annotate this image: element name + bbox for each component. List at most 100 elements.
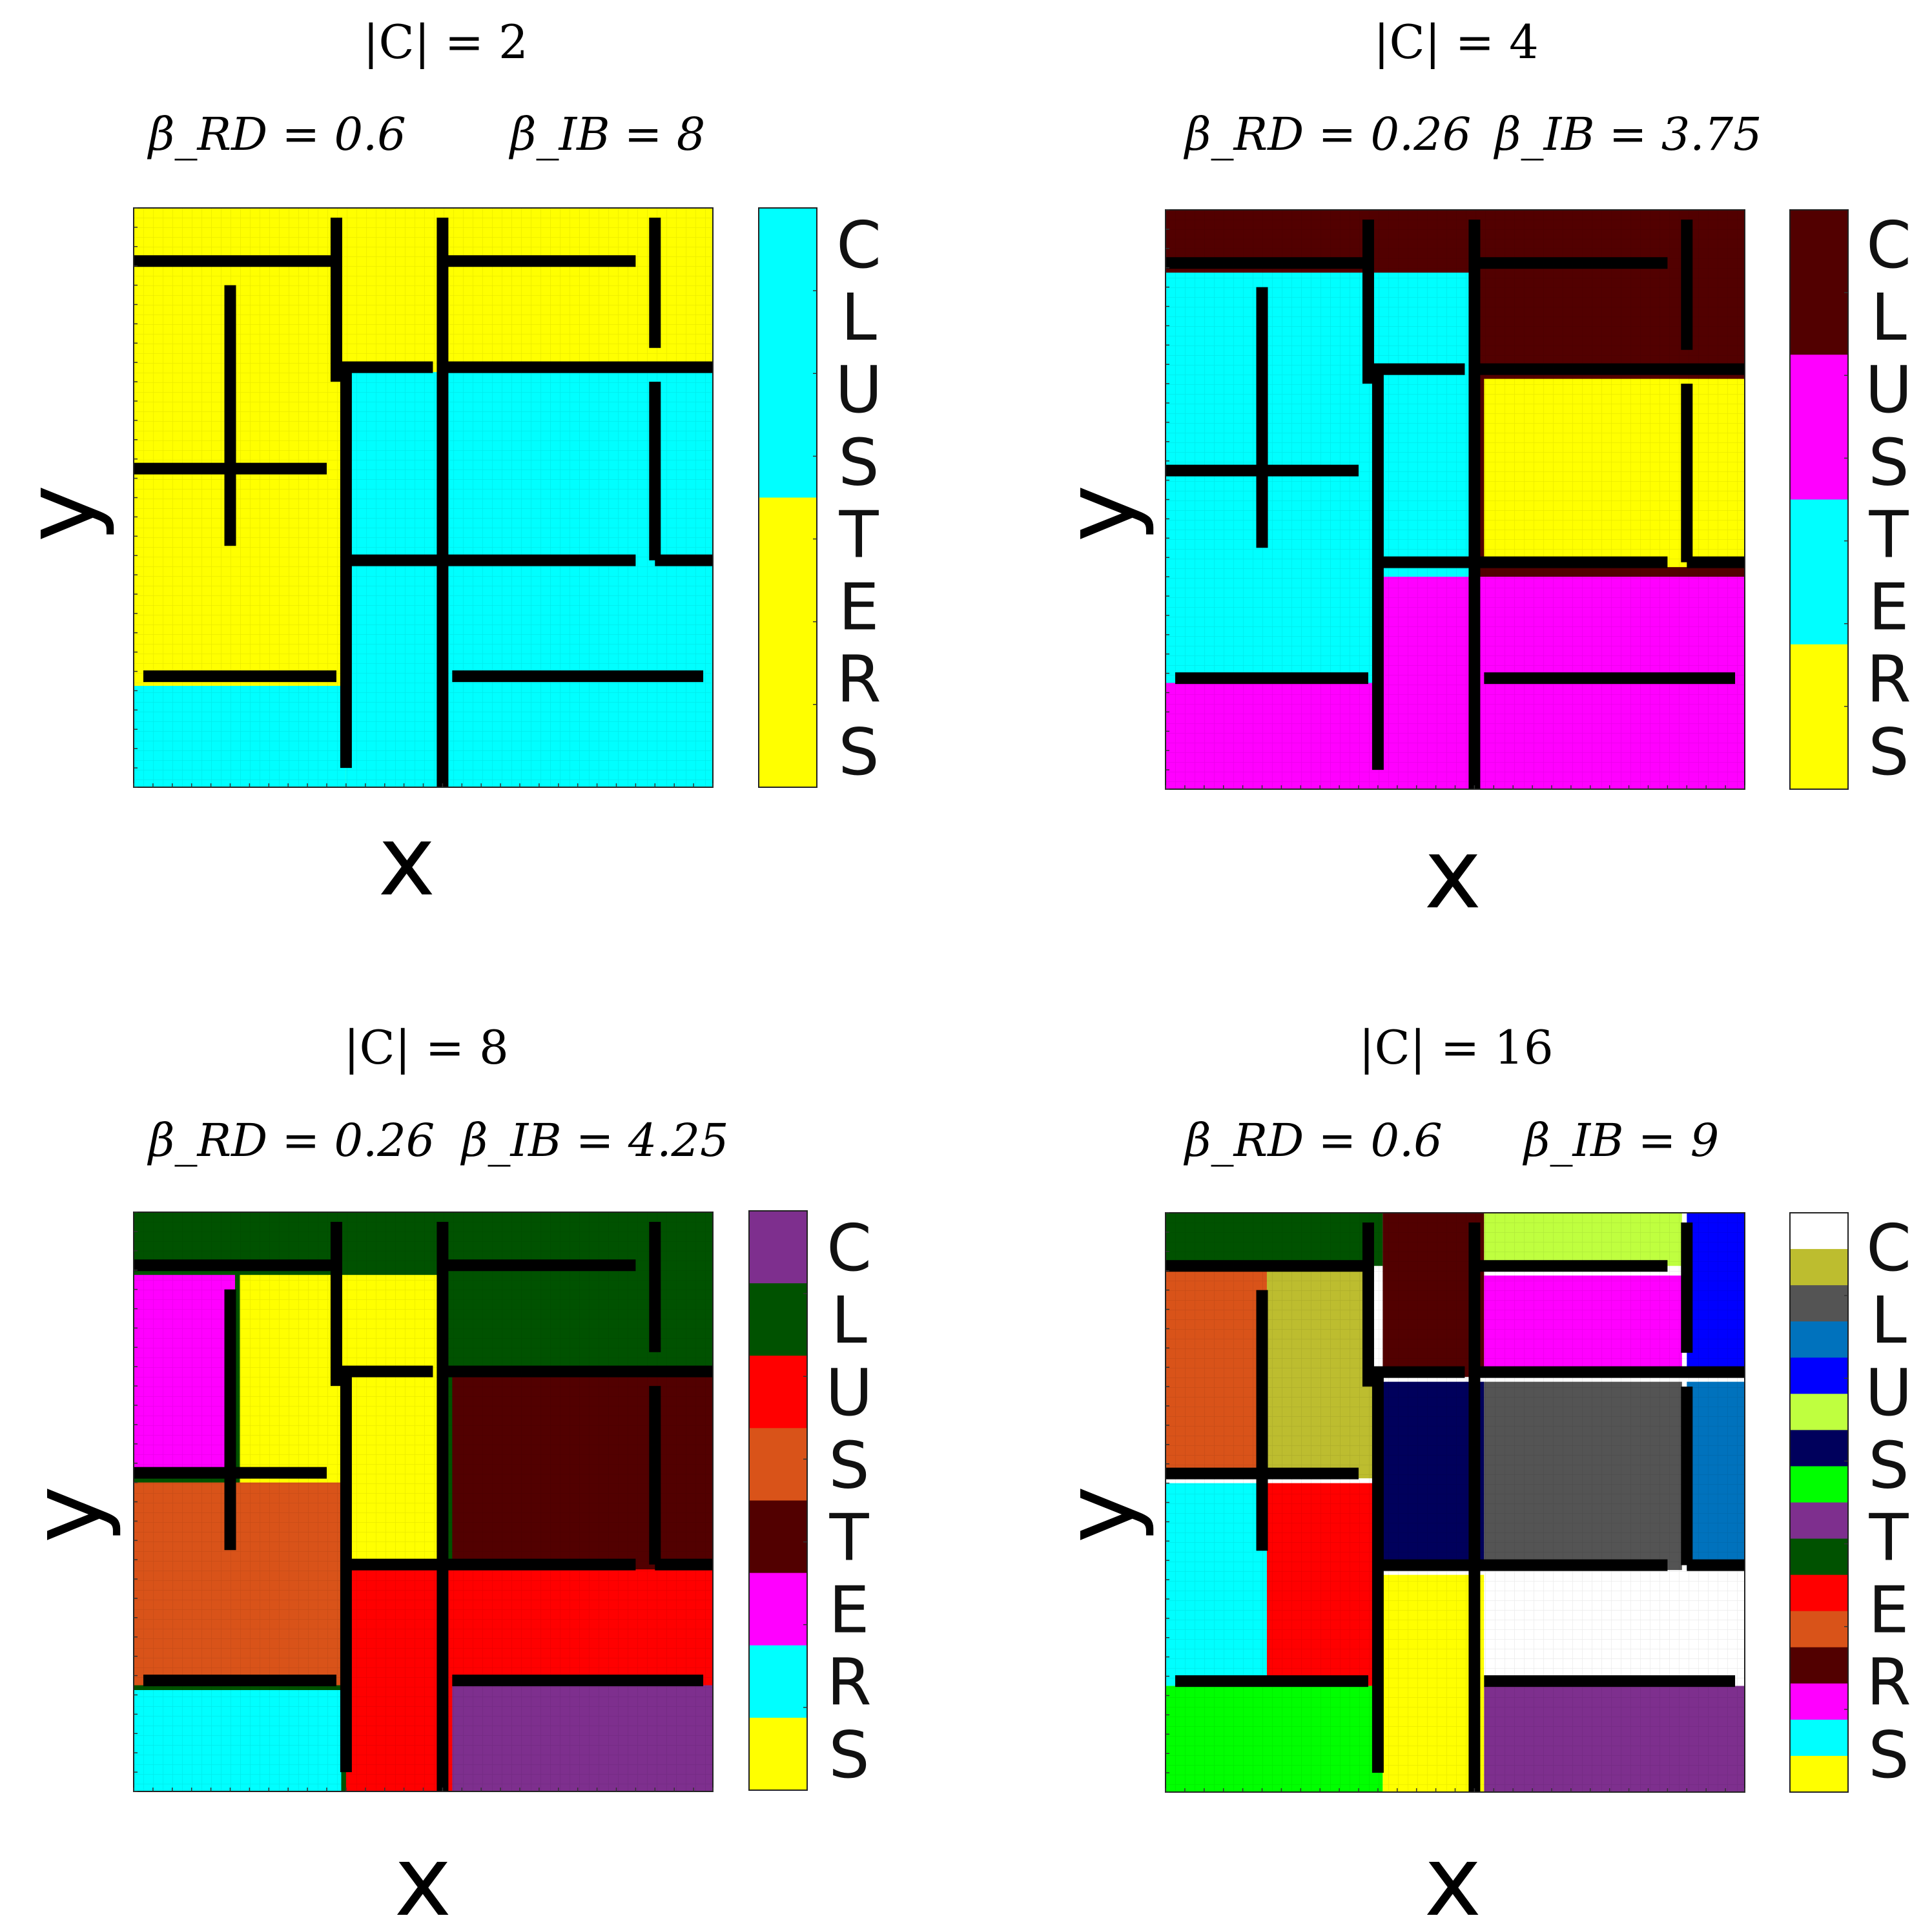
- x-axis-label: x: [378, 805, 436, 918]
- colorbar-swatch: [759, 208, 817, 498]
- colorbar-letter: S: [1868, 424, 1909, 500]
- x-axis-label: x: [1424, 1826, 1482, 1929]
- colorbar-swatch: [1790, 1430, 1848, 1467]
- colorbar-swatch: [1790, 355, 1848, 500]
- colorbar-letter: L: [831, 1283, 867, 1358]
- colorbar-swatch: [1790, 1574, 1848, 1612]
- colorbar-letter: L: [1871, 280, 1907, 355]
- colorbar-letter: T: [828, 1500, 869, 1575]
- colorbar-swatch: [1790, 1213, 1848, 1250]
- colorbar-letter: R: [827, 1645, 871, 1720]
- colorbar-swatch: [1790, 1755, 1848, 1793]
- colorbar-frame: [748, 1210, 808, 1791]
- y-axis-label: y: [1044, 485, 1156, 542]
- cell-grid: [134, 1212, 713, 1791]
- colorbar-frame: [758, 207, 817, 788]
- panel-title: |C| = 8: [344, 1020, 509, 1075]
- beta-rd-label: β_RD = 0.26: [147, 1114, 435, 1167]
- colorbar-letter: S: [828, 1427, 869, 1503]
- colorbar-swatch: [1790, 1683, 1848, 1720]
- colorbar-swatch: [1790, 210, 1848, 355]
- colorbar-swatch: [749, 1211, 807, 1284]
- panel-c8: |C| = 8 β_RD = 0.26 β_IB = 4.25 x y CLUS…: [11, 1020, 873, 1929]
- colorbar-letter: U: [1865, 352, 1912, 428]
- y-axis-label: y: [1044, 1486, 1156, 1543]
- colorbar: [1789, 209, 1849, 790]
- colorbar-frame: [1789, 1212, 1849, 1793]
- beta-rd-label: β_RD = 0.26: [1183, 108, 1471, 161]
- colorbar-swatch: [1790, 1502, 1848, 1540]
- colorbar-letter: S: [1868, 714, 1909, 790]
- colorbar-letter: S: [838, 424, 879, 500]
- colorbar-swatch: [1790, 1647, 1848, 1684]
- panel-c16: |C| = 16 β_RD = 0.6 β_IB = 9 x y CLUSTER…: [1044, 1020, 1913, 1929]
- colorbar-letter: C: [1866, 207, 1911, 283]
- colorbar-swatch: [749, 1356, 807, 1429]
- colorbar-letter: T: [1868, 497, 1909, 572]
- panel-title: |C| = 2: [363, 15, 528, 69]
- colorbar-letter: E: [838, 570, 879, 645]
- colorbar-letter: L: [841, 280, 877, 355]
- colorbar-letter: R: [836, 642, 881, 717]
- colorbar-letter: U: [835, 352, 882, 428]
- colorbar-swatch: [1790, 1321, 1848, 1358]
- cell-grid: [1166, 1213, 1745, 1792]
- panel-title: |C| = 4: [1373, 15, 1539, 69]
- beta-ib-label: β_IB = 9: [1522, 1114, 1719, 1167]
- colorbar: [758, 207, 817, 788]
- colorbar-letter: L: [1871, 1283, 1907, 1358]
- colorbar-swatch: [1790, 1611, 1848, 1648]
- colorbar-swatch: [749, 1645, 807, 1718]
- beta-ib-label: β_IB = 3.75: [1493, 108, 1762, 161]
- colorbar-letter: S: [838, 714, 879, 790]
- colorbar-swatch: [759, 497, 817, 788]
- beta-ib-label: β_IB = 8: [508, 108, 705, 161]
- y-axis-label: y: [5, 485, 117, 542]
- panel-title: |C| = 16: [1359, 1020, 1553, 1075]
- colorbar-swatch: [1790, 1357, 1848, 1394]
- colorbar-letter: C: [1866, 1210, 1911, 1286]
- cell-grid: [134, 208, 713, 787]
- y-axis-label: y: [11, 1486, 123, 1543]
- colorbar-swatch: [749, 1573, 807, 1646]
- colorbar-swatch: [1790, 644, 1848, 790]
- colorbar-letter: T: [1868, 1500, 1909, 1575]
- colorbar-swatch: [749, 1717, 807, 1791]
- x-axis-label: x: [395, 1826, 452, 1929]
- colorbar-letter: U: [825, 1355, 872, 1430]
- colorbar-swatch: [1790, 1719, 1848, 1757]
- colorbar-letter: S: [828, 1717, 869, 1793]
- colorbar-letter: R: [1866, 642, 1911, 717]
- x-axis-label: x: [1424, 818, 1482, 931]
- colorbar-letter: S: [1868, 1427, 1909, 1503]
- colorbar-letter: E: [1868, 570, 1909, 645]
- colorbar-letter: C: [827, 1210, 872, 1286]
- colorbar-letter: C: [836, 207, 881, 283]
- colorbar-swatch: [749, 1428, 807, 1501]
- colorbar: [748, 1210, 808, 1791]
- colorbar-letter: R: [1866, 1645, 1911, 1720]
- colorbar-swatch: [749, 1500, 807, 1574]
- colorbar-letter: S: [1868, 1717, 1909, 1793]
- colorbar-swatch: [1790, 1285, 1848, 1322]
- colorbar-letter: E: [828, 1573, 869, 1648]
- maze-plot: [1165, 209, 1745, 790]
- maze-plot: [133, 207, 714, 788]
- colorbar-letter: T: [838, 497, 879, 572]
- colorbar-letter: U: [1865, 1355, 1912, 1430]
- panel-c4: |C| = 4 β_RD = 0.26 β_IB = 3.75 x y CLUS…: [1044, 15, 1913, 931]
- maze-plot: [1165, 1212, 1745, 1793]
- colorbar-swatch: [1790, 1394, 1848, 1430]
- colorbar-frame: [1789, 209, 1849, 790]
- colorbar-letter: E: [1868, 1573, 1909, 1648]
- cell-grid: [1166, 210, 1745, 789]
- maze-plot: [133, 1212, 714, 1792]
- colorbar: [1789, 1212, 1849, 1793]
- colorbar-swatch: [1790, 1466, 1848, 1503]
- beta-rd-label: β_RD = 0.6: [147, 108, 406, 161]
- colorbar-swatch: [1790, 1249, 1848, 1286]
- beta-rd-label: β_RD = 0.6: [1183, 1114, 1443, 1167]
